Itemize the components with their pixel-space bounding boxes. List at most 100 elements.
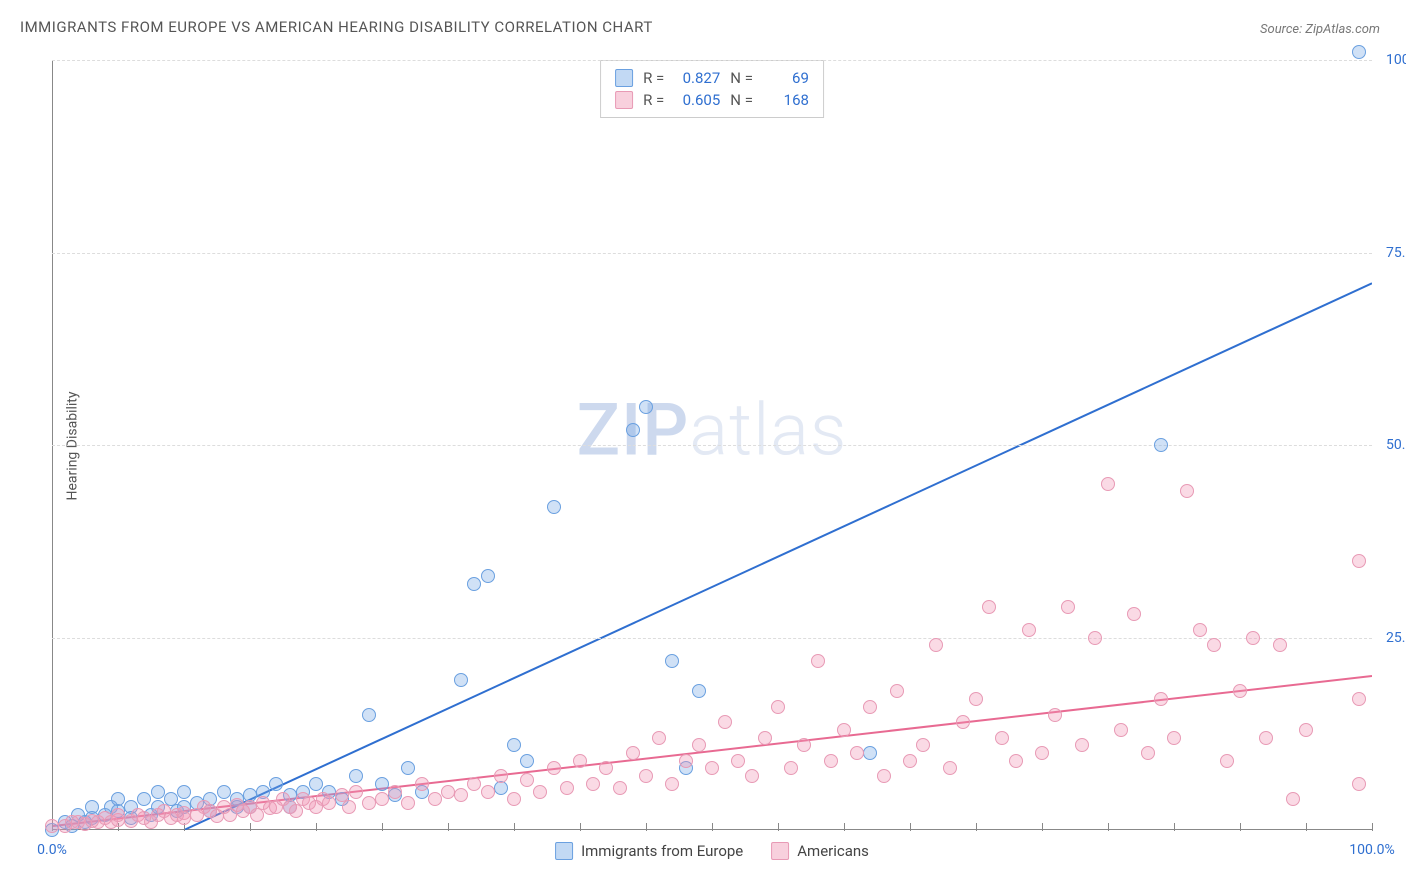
data-point <box>1154 438 1168 452</box>
data-point <box>401 761 415 775</box>
data-point <box>1180 484 1194 498</box>
data-point <box>626 746 640 760</box>
data-point <box>1075 738 1089 752</box>
data-point <box>1246 631 1260 645</box>
stats-row-series-0: R = 0.827 N = 69 <box>615 67 809 89</box>
data-point <box>863 700 877 714</box>
data-point <box>824 754 838 768</box>
data-point <box>151 785 165 799</box>
data-point <box>586 777 600 791</box>
stat-r-label: R = <box>643 69 664 87</box>
swatch-blue-icon <box>555 842 573 860</box>
data-point <box>639 400 653 414</box>
data-point <box>520 773 534 787</box>
data-point <box>309 777 323 791</box>
watermark: ZIPatlas <box>577 387 848 472</box>
x-tick <box>1174 823 1175 831</box>
stats-row-series-1: R = 0.605 N = 168 <box>615 89 809 111</box>
x-tick <box>646 823 647 831</box>
swatch-pink-icon <box>771 842 789 860</box>
legend-label: Immigrants from Europe <box>581 842 743 860</box>
swatch-blue-icon <box>615 69 633 87</box>
data-point <box>929 638 943 652</box>
stat-r-value: 0.827 <box>674 69 720 87</box>
data-point <box>1154 692 1168 706</box>
y-tick-label: 75.0% <box>1378 245 1406 261</box>
x-tick <box>448 823 449 831</box>
data-point <box>1352 692 1366 706</box>
data-point <box>626 423 640 437</box>
data-point <box>375 792 389 806</box>
data-point <box>784 761 798 775</box>
data-point <box>811 654 825 668</box>
stat-r-value: 0.605 <box>674 91 720 109</box>
x-tick <box>1240 823 1241 831</box>
data-point <box>1127 607 1141 621</box>
data-point <box>177 785 191 799</box>
data-point <box>547 500 561 514</box>
legend-item-0: Immigrants from Europe <box>555 842 743 860</box>
data-point <box>494 769 508 783</box>
source-label: Source: ZipAtlas.com <box>1260 22 1380 37</box>
data-point <box>1061 600 1075 614</box>
data-point <box>533 785 547 799</box>
data-point <box>1286 792 1300 806</box>
data-point <box>1088 631 1102 645</box>
data-point <box>362 796 376 810</box>
data-point <box>1233 684 1247 698</box>
stat-n-value: 168 <box>763 91 809 109</box>
data-point <box>1259 731 1273 745</box>
data-point <box>1167 731 1181 745</box>
data-point <box>1220 754 1234 768</box>
chart-title: IMMIGRANTS FROM EUROPE VS AMERICAN HEARI… <box>20 18 653 36</box>
data-point <box>771 700 785 714</box>
legend-label: Americans <box>797 842 869 860</box>
data-point <box>1048 708 1062 722</box>
x-tick-label: 100.0% <box>1349 842 1394 858</box>
data-point <box>1352 45 1366 59</box>
stats-legend-box: R = 0.827 N = 69 R = 0.605 N = 168 <box>600 60 824 118</box>
data-point <box>111 808 125 822</box>
data-point <box>388 785 402 799</box>
gridline <box>52 445 1372 446</box>
data-point <box>481 785 495 799</box>
data-point <box>217 785 231 799</box>
data-point <box>1114 723 1128 737</box>
stat-r-label: R = <box>643 91 664 109</box>
data-point <box>560 781 574 795</box>
data-point <box>1352 554 1366 568</box>
data-point <box>903 754 917 768</box>
data-point <box>1193 623 1207 637</box>
data-point <box>342 800 356 814</box>
data-point <box>507 792 521 806</box>
x-tick <box>382 823 383 831</box>
data-point <box>982 600 996 614</box>
data-point <box>322 796 336 810</box>
data-point <box>665 654 679 668</box>
data-point <box>349 785 363 799</box>
data-point <box>467 777 481 791</box>
x-tick <box>712 823 713 831</box>
data-point <box>45 819 59 833</box>
watermark-right: atlas <box>689 387 847 472</box>
data-point <box>837 723 851 737</box>
data-point <box>1273 638 1287 652</box>
trend-line <box>184 283 1372 830</box>
data-point <box>1207 638 1221 652</box>
data-point <box>877 769 891 783</box>
x-tick <box>514 823 515 831</box>
stat-n-label: N = <box>730 91 753 109</box>
data-point <box>797 738 811 752</box>
data-point <box>111 792 125 806</box>
data-point <box>454 788 468 802</box>
data-point <box>1299 723 1313 737</box>
data-point <box>916 738 930 752</box>
data-point <box>850 746 864 760</box>
x-tick <box>1108 823 1109 831</box>
x-tick <box>910 823 911 831</box>
data-point <box>731 754 745 768</box>
data-point <box>177 811 191 825</box>
data-point <box>467 577 481 591</box>
data-point <box>1352 777 1366 791</box>
data-point <box>269 777 283 791</box>
